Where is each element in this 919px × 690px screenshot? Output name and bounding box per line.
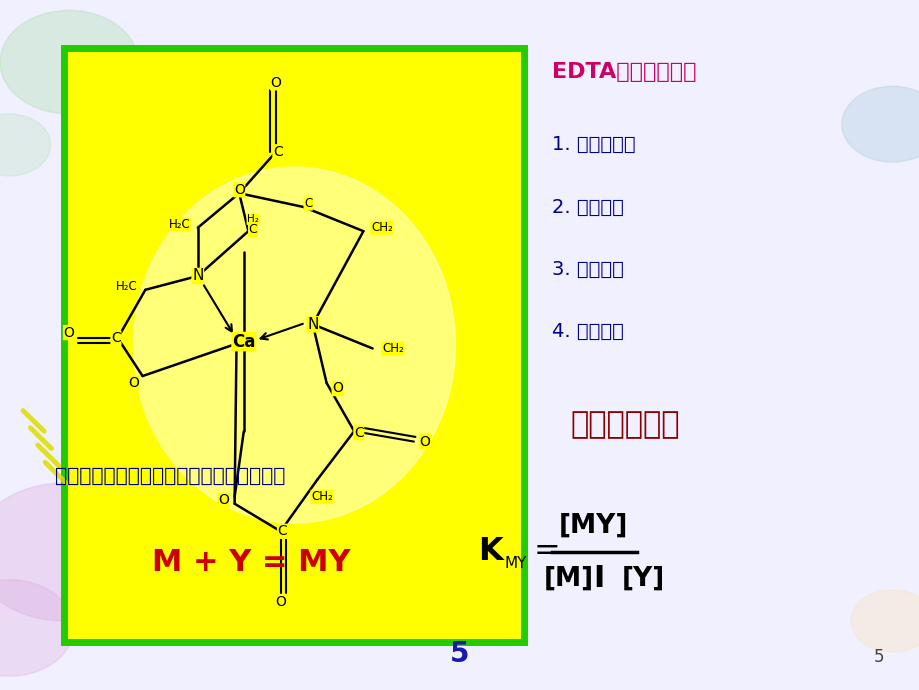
Text: [MY]: [MY] xyxy=(558,513,628,539)
Text: EDTA配合物特点：: EDTA配合物特点： xyxy=(551,63,696,82)
Text: M + Y = MY: M + Y = MY xyxy=(152,548,350,577)
Text: H₂: H₂ xyxy=(247,215,258,224)
Text: O: O xyxy=(218,493,229,507)
Circle shape xyxy=(0,10,138,114)
Text: [Y]: [Y] xyxy=(621,565,664,591)
Text: 1. 配位比简单: 1. 配位比简单 xyxy=(551,135,635,155)
Text: （一）配合物的绝对稳定常数（稳定常数）: （一）配合物的绝对稳定常数（稳定常数） xyxy=(55,466,285,486)
Text: 二、配位平衡: 二、配位平衡 xyxy=(570,410,679,439)
Text: O: O xyxy=(419,435,430,448)
Circle shape xyxy=(841,86,919,162)
Text: =: = xyxy=(533,537,560,567)
Text: MY: MY xyxy=(504,556,526,571)
Text: C: C xyxy=(111,331,120,345)
Text: C: C xyxy=(304,197,312,210)
Text: H₂C: H₂C xyxy=(168,218,190,230)
Text: N: N xyxy=(307,317,318,332)
Text: H₂C: H₂C xyxy=(116,280,138,293)
Text: CH₂: CH₂ xyxy=(370,221,392,234)
Text: [M]: [M] xyxy=(543,565,593,591)
Text: 5: 5 xyxy=(449,640,470,669)
Text: Ca: Ca xyxy=(232,333,255,351)
Text: O: O xyxy=(332,382,343,395)
Text: CH₂: CH₂ xyxy=(311,491,333,503)
Bar xyxy=(64,48,524,642)
Ellipse shape xyxy=(133,167,455,523)
Text: 3. 水溶性好: 3. 水溶性好 xyxy=(551,259,623,279)
Text: CH₂: CH₂ xyxy=(381,342,403,355)
Text: N: N xyxy=(192,268,203,284)
Text: C: C xyxy=(248,224,257,236)
Text: O: O xyxy=(270,76,281,90)
Text: 2. 稳定性高: 2. 稳定性高 xyxy=(551,197,623,217)
Text: O: O xyxy=(233,183,244,197)
Text: C: C xyxy=(273,145,282,159)
Text: 4. 大多无色: 4. 大多无色 xyxy=(551,322,623,341)
Text: O: O xyxy=(128,376,139,390)
Text: C: C xyxy=(354,426,363,440)
Text: O: O xyxy=(275,595,286,609)
Text: O: O xyxy=(63,326,74,339)
Circle shape xyxy=(850,590,919,652)
Text: K: K xyxy=(478,537,503,567)
Text: I: I xyxy=(593,564,604,593)
Circle shape xyxy=(0,483,156,621)
Text: 5: 5 xyxy=(872,649,883,667)
Circle shape xyxy=(0,580,74,676)
Text: C: C xyxy=(278,524,287,538)
Circle shape xyxy=(0,114,51,176)
